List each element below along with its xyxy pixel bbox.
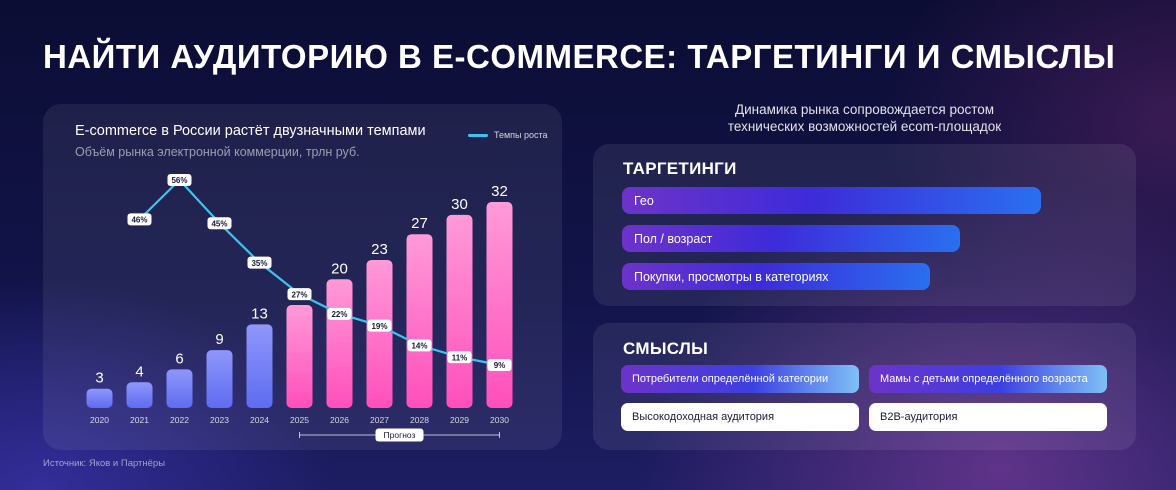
growth-label-2028: 14% — [407, 339, 432, 352]
growth-label-text: 22% — [331, 310, 347, 319]
targeting-item-geo: Гео — [622, 187, 1041, 214]
bar-2025 — [286, 305, 313, 408]
growth-label-text: 46% — [131, 216, 147, 225]
x-tick-2024: 2024 — [250, 415, 269, 425]
growth-label-2030: 9% — [487, 359, 512, 371]
meanings-panel: СМЫСЛЫ Потребители определённой категори… — [593, 323, 1136, 450]
bar-2030 — [486, 202, 513, 408]
bar-2027 — [366, 259, 393, 408]
bar-chart: 3202042021620229202313202416202520202623… — [86, 174, 513, 442]
growth-label-box — [407, 339, 432, 352]
page-title: НАЙТИ АУДИТОРИЮ В E-COMMERCE: ТАРГЕТИНГИ… — [43, 38, 1116, 75]
meanings-title: СМЫСЛЫ — [623, 339, 709, 358]
x-tick-2023: 2023 — [210, 415, 229, 425]
targeting-panel: ТАРГЕТИНГИ Гео Пол / возраст Покупки, пр… — [593, 144, 1136, 306]
x-tick-2022: 2022 — [170, 415, 189, 425]
x-tick-2030: 2030 — [490, 415, 509, 425]
growth-label-text: 35% — [251, 259, 267, 268]
growth-label-2024: 35% — [247, 256, 272, 269]
growth-label-box — [247, 256, 272, 269]
bar-value-2030: 32 — [491, 183, 508, 200]
growth-label-text: 27% — [291, 290, 307, 299]
bar-2024 — [246, 324, 273, 408]
growth-label-text: 45% — [211, 219, 227, 228]
growth-line — [138, 178, 500, 367]
growth-label-text: 56% — [171, 176, 187, 185]
right-heading-line2: технических возможностей ecom-площадок — [727, 119, 1002, 134]
chart-card: E-commerce в России растёт двузначными т… — [43, 104, 562, 450]
bar-2029 — [446, 214, 473, 408]
growth-label-box — [327, 307, 352, 320]
right-heading: Динамика рынка сопровождается ростом тех… — [593, 101, 1136, 135]
bar-value-2028: 27 — [411, 215, 428, 232]
meaning-item-high-income: Высокодоходная аудитория — [621, 403, 859, 431]
growth-label-2029: 11% — [447, 351, 472, 364]
growth-label-text: 9% — [494, 361, 506, 370]
legend-swatch — [468, 133, 488, 137]
growth-label-box — [127, 213, 152, 226]
legend-label: Темпы роста — [494, 130, 548, 140]
x-tick-2029: 2029 — [450, 415, 469, 425]
source-note: Источник: Яков и Партнёры — [43, 458, 166, 469]
x-tick-2021: 2021 — [130, 415, 149, 425]
growth-label-box — [207, 217, 232, 230]
bar-2022 — [166, 369, 193, 408]
bar-value-2020: 3 — [95, 370, 103, 387]
bar-2021 — [126, 382, 153, 408]
bar-value-2024: 13 — [251, 305, 268, 322]
targeting-item-gender-age: Пол / возраст — [622, 225, 960, 252]
growth-label-2021: 46% — [127, 213, 152, 226]
x-tick-2020: 2020 — [90, 415, 109, 425]
x-tick-2026: 2026 — [330, 415, 349, 425]
x-tick-2025: 2025 — [290, 415, 309, 425]
growth-label-box — [447, 351, 472, 364]
targeting-item-purchases: Покупки, просмотры в категориях — [622, 263, 930, 290]
bar-2028 — [406, 234, 433, 408]
bar-value-2029: 30 — [451, 196, 468, 213]
bar-2023 — [206, 350, 233, 408]
bar-value-2027: 23 — [371, 241, 388, 258]
growth-label-text: 19% — [371, 322, 387, 331]
growth-label-box — [487, 359, 512, 371]
growth-label-2027: 19% — [367, 319, 392, 332]
bar-2026 — [326, 279, 353, 408]
bar-value-2021: 4 — [135, 363, 143, 380]
growth-label-2026: 22% — [327, 307, 352, 320]
targeting-title: ТАРГЕТИНГИ — [623, 159, 737, 178]
growth-label-2022: 56% — [167, 174, 192, 186]
meaning-item-category-consumers: Потребители определённой категории — [621, 365, 859, 393]
chart-subtitle: Объём рынка электронной коммерции, трлн … — [75, 145, 360, 159]
bar-value-2023: 9 — [215, 331, 223, 348]
forecast-label: Прогноз — [384, 430, 416, 440]
bar-2020 — [86, 388, 113, 408]
growth-label-box — [367, 319, 392, 332]
growth-label-text: 11% — [452, 353, 468, 362]
right-heading-line1: Динамика рынка сопровождается ростом — [734, 102, 995, 117]
forecast-label-box — [375, 428, 424, 442]
meaning-item-mothers: Мамы с детьми определённого возраста — [869, 365, 1107, 393]
growth-label-box — [167, 174, 192, 186]
growth-label-box — [287, 288, 312, 301]
growth-label-2023: 45% — [207, 217, 232, 230]
chart-legend: Темпы роста — [468, 130, 548, 140]
meaning-item-b2b: B2B-аудитория — [869, 403, 1107, 431]
x-tick-2028: 2028 — [410, 415, 429, 425]
bar-value-2026: 20 — [331, 260, 348, 277]
growth-label-2025: 27% — [287, 288, 312, 301]
bar-value-2022: 6 — [175, 350, 183, 367]
growth-label-text: 14% — [411, 342, 427, 351]
chart-title: E-commerce в России растёт двузначными т… — [75, 123, 426, 139]
x-tick-2027: 2027 — [370, 415, 389, 425]
